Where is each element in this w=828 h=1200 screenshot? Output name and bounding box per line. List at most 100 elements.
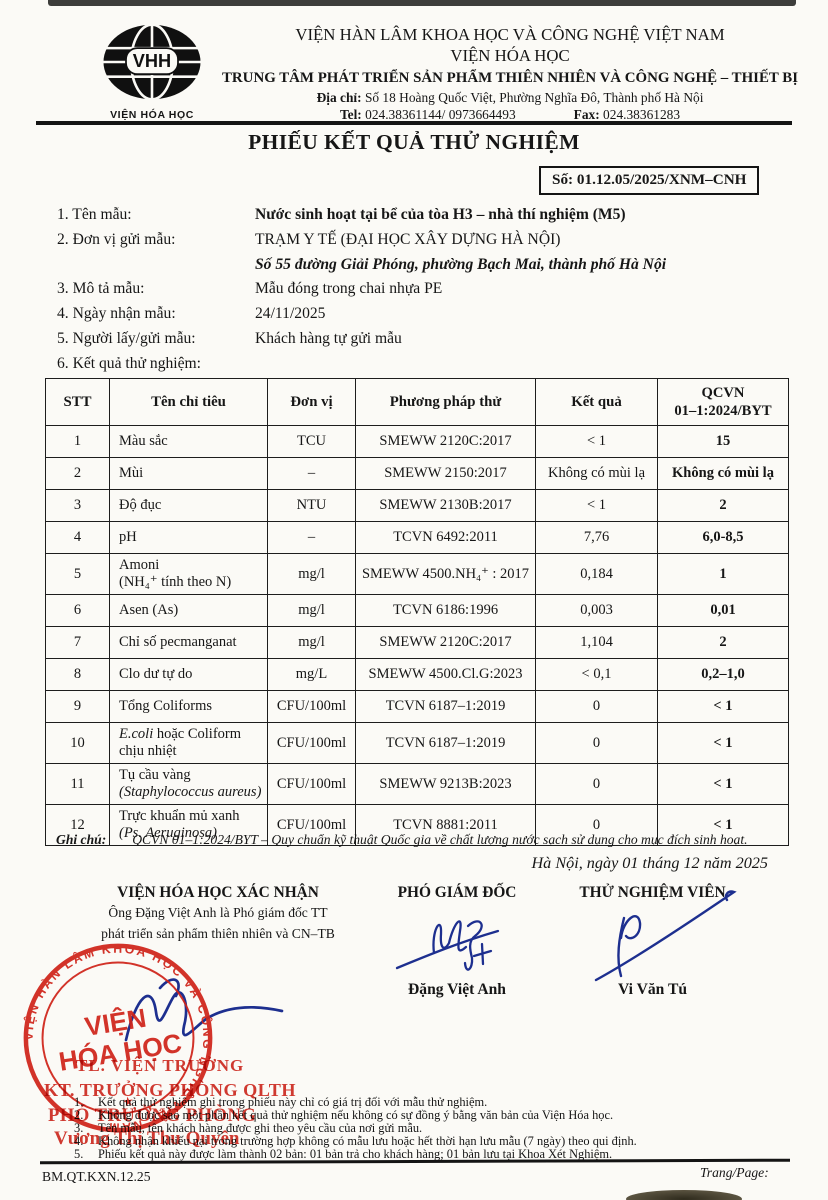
scan-artifact-bottom xyxy=(626,1190,742,1200)
org-phone-fax: Tel: 024.38361144/ 0973664493 Fax: 024.38… xyxy=(339,107,681,122)
date-line: Hà Nội, ngày 01 tháng 12 năm 2025 xyxy=(531,854,768,872)
footnote-item: 3. Tên mẫu, tên khách hàng được ghi theo … xyxy=(74,1120,423,1135)
table-cell-method: TCVN 6492:2011 xyxy=(355,521,536,554)
table-cell-limit: < 1 xyxy=(657,763,789,805)
red-line-deputy-head: PHÓ TRƯỞNG PHÒNG xyxy=(48,1105,257,1126)
table-cell-method: TCVN 8881:2011 xyxy=(355,804,536,846)
table-cell-limit: 15 xyxy=(657,425,789,458)
table-cell-method: SMEWW 2120C:2017 xyxy=(355,425,536,458)
table-cell-method: SMEWW 9213B:2023 xyxy=(355,763,536,805)
tester-signature-icon xyxy=(594,890,737,982)
table-row: 11 Tụ cầu vàng (Staphylococcus aureus) CFU/… xyxy=(45,763,789,805)
table-cell-num: 7 xyxy=(45,626,110,659)
table-cell-num: 1 xyxy=(45,425,110,458)
table-row: 8 Clo dư tự do mg/L SMEWW 4500.Cl.G:2023 < 0… xyxy=(45,658,789,691)
red-line-deputy-of-director: TL. VIỆN TRƯỞNG xyxy=(76,1056,245,1075)
header-divider xyxy=(36,121,792,125)
field-results-heading: 6. Kết quả thử nghiệm: xyxy=(57,354,202,372)
table-cell-method: TCVN 6187–1:2019 xyxy=(355,690,536,723)
table-cell-num: 11 xyxy=(45,763,110,805)
svg-text:VHH: VHH xyxy=(133,51,171,71)
table-cell-num: 6 xyxy=(45,594,110,627)
logo-caption: VIỆN HÓA HỌC xyxy=(110,109,194,121)
table-cell-num: 5 xyxy=(45,553,110,595)
table-cell-result: < 0,1 xyxy=(535,658,658,691)
table-cell-name: Trực khuẩn mủ xanh (Ps. Aeruginosa) xyxy=(109,804,268,846)
field-received-date: 4. Ngày nhận mẫu: 24/11/2025 xyxy=(57,305,326,323)
official-stamp-icon: VIỆN HÀN LÂM KHOA HỌC VÀ CÔNG NGHỆ VIỆT … xyxy=(9,928,230,1149)
table-cell-method: SMEWW 2150:2017 xyxy=(355,457,536,490)
page-label: Trang/Page: xyxy=(700,1165,769,1180)
table-header-cell: Kết quả xyxy=(535,378,658,426)
table-cell-result: 7,76 xyxy=(535,521,658,554)
table-cell-method: TCVN 6187–1:2019 xyxy=(355,722,536,764)
sender-address: Số 55 đường Giải Phóng, phường Bạch Mai,… xyxy=(255,255,667,273)
table-cell-name: Mùi xyxy=(109,457,268,490)
table-cell-unit: mg/l xyxy=(267,626,356,659)
tester-name: Vi Văn Tú xyxy=(617,981,688,998)
institute-logo: VHH VIỆN HÓA HỌC xyxy=(94,22,210,121)
table-cell-result: 0,184 xyxy=(535,553,658,595)
table-cell-unit: NTU xyxy=(267,489,356,522)
table-cell-name: E.coli hoặc Coliform chịu nhiệt xyxy=(109,722,268,764)
table-row: 7 Chỉ số pecmanganat mg/l SMEWW 2120C:2017 1… xyxy=(45,626,789,659)
table-row: 4 pH – TCVN 6492:2011 7,76 6,0-8,5 xyxy=(45,521,789,554)
table-cell-limit: 1 xyxy=(657,553,789,595)
table-cell-unit: mg/l xyxy=(267,553,356,595)
table-header-cell: QCVN 01–1:2024/BYT xyxy=(657,378,789,426)
table-cell-unit: – xyxy=(267,457,356,490)
table-row: 10 E.coli hoặc Coliform chịu nhiệt CFU/100… xyxy=(45,722,789,764)
footnote-item: 2. Không được sao một phần kết quả thử ng… xyxy=(74,1107,614,1122)
sample-info-section: 1. Tên mẫu: Nước sinh hoạt tại bể của tò… xyxy=(57,203,773,377)
footnotes-list: 1. Kết quả thử nghiệm ghi trong phiếu này… xyxy=(74,1096,780,1161)
signature-block-confirmation: VIỆN HÓA HỌC XÁC NHẬN Ông Đặng Việt Anh … xyxy=(101,884,335,941)
table-cell-unit: mg/l xyxy=(267,594,356,627)
table-cell-unit: CFU/100ml xyxy=(267,763,356,805)
table-cell-limit: 2 xyxy=(657,626,789,659)
signature-block-deputy-director: PHÓ GIÁM ĐỐC xyxy=(397,884,517,901)
table-cell-unit: CFU/100ml xyxy=(267,804,356,846)
table-cell-limit: Không có mùi lạ xyxy=(657,457,789,490)
table-cell-limit: 0,01 xyxy=(657,594,789,627)
table-cell-limit: < 1 xyxy=(657,722,789,764)
table-header-cell: STT xyxy=(45,378,110,426)
table-cell-method: SMEWW 4500.NH₄⁺ : 2017 xyxy=(355,553,536,595)
note-line: Ghi chú: QCVN 01–1:2024/BYT – Quy chuẩn k… xyxy=(56,832,748,847)
form-code: BM.QT.KXN.12.25 xyxy=(42,1169,151,1184)
field-sample-name: 1. Tên mẫu: Nước sinh hoạt tại bể của tò… xyxy=(57,206,626,223)
table-header-cell: Tên chỉ tiêu xyxy=(109,378,268,426)
letterhead: VIỆN HÀN LÂM KHOA HỌC VÀ CÔNG NGHỆ VIỆT … xyxy=(222,25,798,123)
doc-number-box: Số: 01.12.05/2025/XNM–CNH xyxy=(539,166,760,195)
table-cell-num: 8 xyxy=(45,658,110,691)
footnote-item: 1. Kết quả thử nghiệm ghi trong phiếu này… xyxy=(74,1095,488,1109)
table-cell-num: 10 xyxy=(45,722,110,764)
red-line-signer-name: Vương Thị Thu Quyên xyxy=(54,1128,240,1149)
table-cell-num: 4 xyxy=(45,521,110,554)
table-cell-unit: CFU/100ml xyxy=(267,690,356,723)
table-cell-name: Clo dư tự do xyxy=(109,658,268,691)
table-row: 5 Amoni (NH₄⁺ tính theo N) mg/l SMEWW 4500.N… xyxy=(45,553,789,595)
table-cell-num: 9 xyxy=(45,690,110,723)
table-cell-unit: – xyxy=(267,521,356,554)
footnote-item: 4. Không nhận khiếu nại trong trường hợp … xyxy=(74,1133,637,1148)
table-cell-result: 0 xyxy=(535,763,658,805)
table-cell-result: 1,104 xyxy=(535,626,658,659)
table-row: 12 Trực khuẩn mủ xanh (Ps. Aeruginosa) CFU/… xyxy=(45,804,789,846)
table-cell-method: SMEWW 2120C:2017 xyxy=(355,626,536,659)
table-cell-result: 0 xyxy=(535,690,658,723)
deputy-director-signature-icon xyxy=(395,920,500,971)
table-header-cell: Phương pháp thử xyxy=(355,378,536,426)
table-cell-result: 0 xyxy=(535,804,658,846)
table-header-cell: Đơn vị xyxy=(267,378,356,426)
table-cell-limit: 6,0-8,5 xyxy=(657,521,789,554)
table-row: 2 Mùi – SMEWW 2150:2017 Không có mùi lạ Không… xyxy=(45,457,789,490)
table-row: 6 Asen (As) mg/l TCVN 6186:1996 0,003 0,01 xyxy=(45,594,789,627)
table-cell-unit: CFU/100ml xyxy=(267,722,356,764)
table-cell-name: Độ đục xyxy=(109,489,268,522)
org-address: Địa chỉ: Số 18 Hoàng Quốc Việt, Phường N… xyxy=(316,90,704,105)
table-cell-limit: 0,2–1,0 xyxy=(657,658,789,691)
table-cell-result: 0,003 xyxy=(535,594,658,627)
scan-artifact-top xyxy=(48,0,796,6)
